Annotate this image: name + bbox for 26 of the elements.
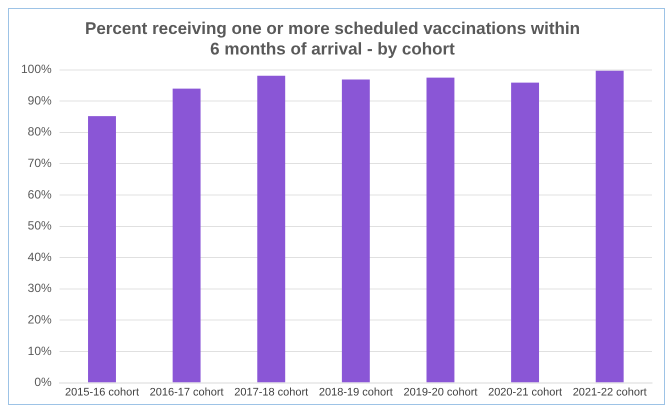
y-tick-label: 80% [28, 124, 52, 139]
x-tick-label: 2017-18 cohort [234, 386, 308, 398]
y-tick-label: 20% [28, 312, 52, 327]
y-tick-label: 100% [20, 62, 52, 76]
y-tick-label: 0% [34, 375, 52, 390]
x-tick-label: 2015-16 cohort [65, 386, 139, 398]
y-tick-label: 70% [28, 156, 52, 170]
x-tick-label: 2019-20 cohort [403, 386, 478, 398]
y-tick-label: 90% [28, 93, 52, 108]
x-tick-label: 2020-21 cohort [488, 386, 562, 398]
x-tick-label: 2018-19 cohort [318, 386, 393, 398]
y-tick-label: 30% [28, 281, 52, 296]
y-tick-label: 60% [28, 187, 52, 202]
bar [88, 116, 116, 382]
bar [426, 78, 454, 382]
bar [172, 88, 201, 382]
x-tick-label: 2021-22 cohort [572, 386, 647, 398]
y-tick-label: 40% [28, 250, 52, 264]
y-tick-label: 50% [28, 218, 52, 233]
x-tick-label: 2016-17 cohort [150, 386, 224, 398]
bar [596, 70, 624, 382]
chart-title: Percent receiving one or more scheduled vaccinations within 6 months of arrival - by cohort [84, 18, 580, 58]
bar [342, 80, 370, 382]
bar [257, 76, 286, 382]
y-tick-label: 10% [28, 344, 52, 358]
bar [511, 82, 540, 382]
